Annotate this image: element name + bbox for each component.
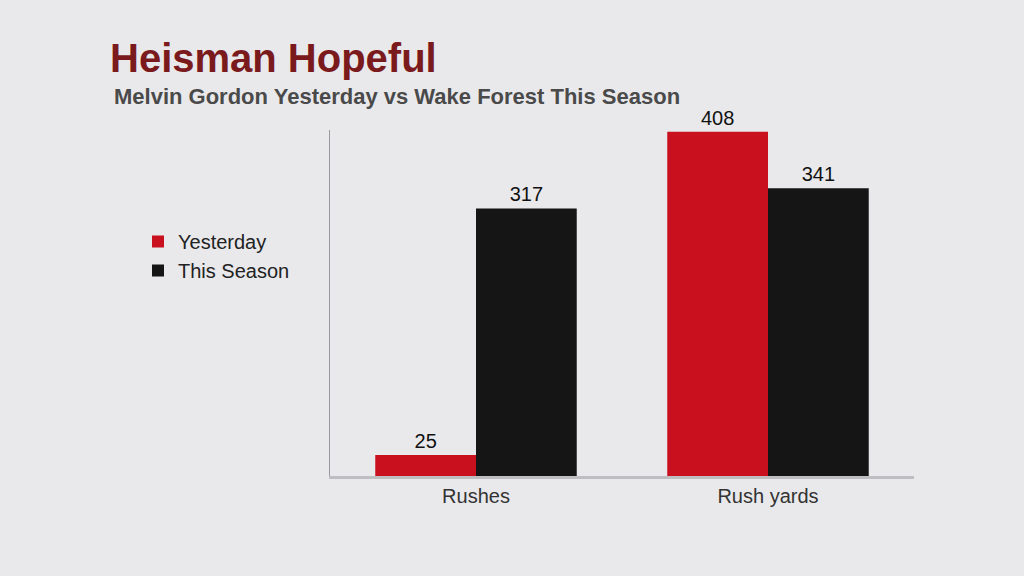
svg-text:Yesterday: Yesterday [178,231,266,253]
svg-text:408: 408 [701,107,734,129]
svg-text:Heisman Hopeful: Heisman Hopeful [110,36,437,80]
svg-text:317: 317 [510,183,543,205]
svg-text:Rush yards: Rush yards [717,485,818,507]
svg-text:Rushes: Rushes [442,485,510,507]
svg-text:Melvin Gordon Yesterday vs Wak: Melvin Gordon Yesterday vs Wake Forest T… [114,84,680,109]
svg-text:25: 25 [415,430,437,452]
svg-text:341: 341 [802,163,835,185]
svg-text:This Season: This Season [178,260,289,282]
